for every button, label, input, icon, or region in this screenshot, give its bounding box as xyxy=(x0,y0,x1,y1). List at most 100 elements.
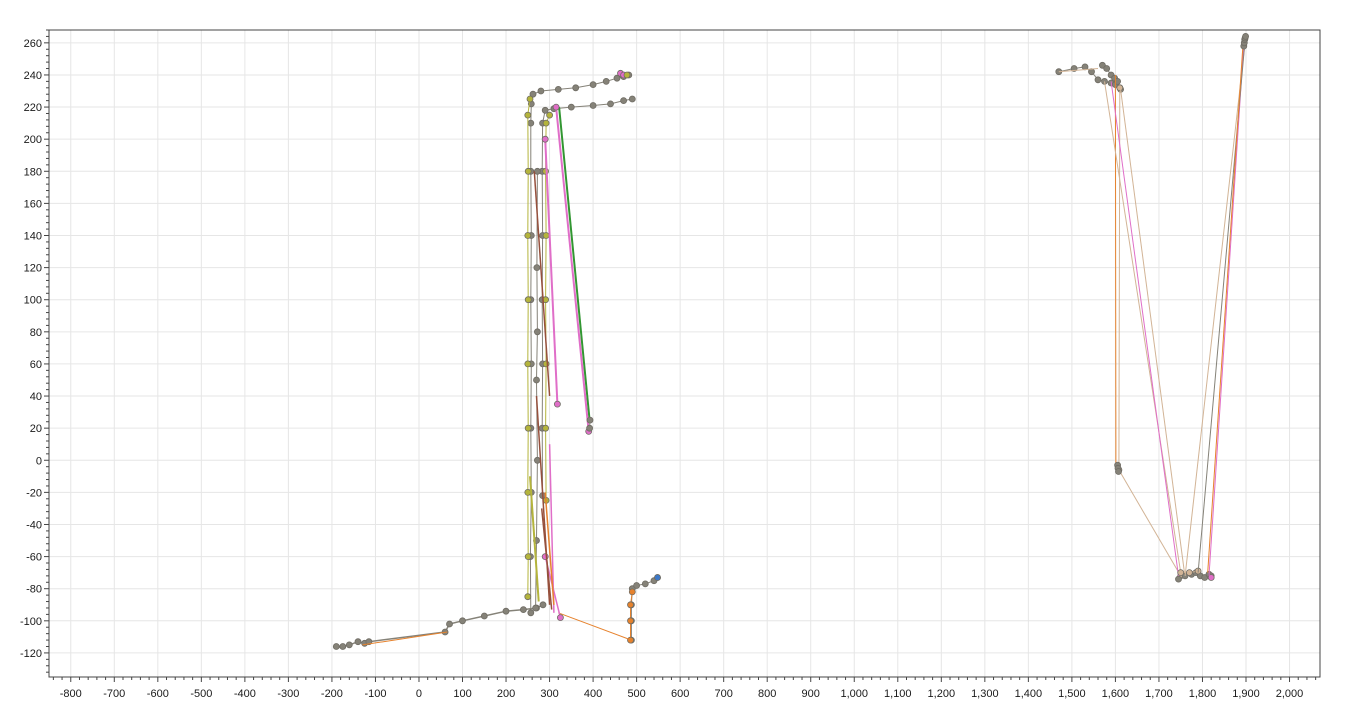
data-point xyxy=(529,90,537,98)
data-series xyxy=(1240,33,1249,50)
data-point xyxy=(557,614,564,621)
data-point xyxy=(524,593,532,601)
y-tick-label: 160 xyxy=(24,198,42,210)
y-tick-label: 60 xyxy=(30,359,42,371)
data-point xyxy=(339,643,347,650)
data-point xyxy=(534,328,541,336)
data-point xyxy=(1177,569,1185,576)
data-series xyxy=(1207,574,1215,581)
y-tick-label: 80 xyxy=(30,327,42,339)
x-tick-label: 1,900 xyxy=(1232,688,1260,700)
x-tick-label: 1,800 xyxy=(1189,688,1217,700)
x-tick-label: 1,600 xyxy=(1102,688,1130,700)
y-tick-label: 260 xyxy=(24,38,42,50)
data-point xyxy=(345,641,353,649)
x-tick-label: 100 xyxy=(453,688,471,700)
data-point xyxy=(354,638,362,646)
data-point xyxy=(541,135,549,143)
data-point xyxy=(627,617,634,625)
data-series xyxy=(540,508,553,610)
data-series xyxy=(529,476,540,602)
data-point xyxy=(1175,575,1182,583)
data-point xyxy=(628,95,636,103)
data-point xyxy=(524,360,532,368)
data-series xyxy=(1120,89,1186,578)
data-point xyxy=(480,612,488,620)
data-point xyxy=(628,588,636,596)
series-line xyxy=(527,98,531,597)
data-point xyxy=(526,95,534,103)
series-line xyxy=(555,106,590,432)
data-point xyxy=(613,74,621,82)
x-tick-label: -700 xyxy=(103,688,125,700)
series-line xyxy=(533,171,551,397)
data-point xyxy=(459,617,466,625)
data-point xyxy=(1242,33,1249,40)
data-point xyxy=(572,84,580,92)
data-point xyxy=(524,553,532,560)
data-series xyxy=(623,71,631,79)
x-tick-label: 700 xyxy=(714,688,732,700)
axes: -800 -700 -600 -500 -400 -300 -200 -100 0 100 200 3… xyxy=(20,29,1317,700)
data-point xyxy=(567,103,575,111)
series-line xyxy=(1120,89,1186,578)
data-point xyxy=(533,376,540,384)
data-point xyxy=(520,606,527,613)
data-point xyxy=(627,601,634,609)
data-point xyxy=(541,106,549,114)
y-tick-label: 0 xyxy=(36,455,42,467)
x-tick-label: -400 xyxy=(234,688,256,700)
y-tick-label: -100 xyxy=(20,616,42,628)
series-line xyxy=(544,139,559,405)
data-point xyxy=(552,103,560,111)
y-tick-label: 200 xyxy=(24,134,42,146)
data-point xyxy=(623,71,631,79)
y-tick-label: 180 xyxy=(24,166,42,178)
data-point xyxy=(539,601,547,609)
x-tick-label: 800 xyxy=(758,688,776,700)
data-point xyxy=(527,609,535,617)
data-series xyxy=(524,95,534,601)
data-point xyxy=(537,87,545,95)
data-point xyxy=(586,416,594,424)
series-line xyxy=(558,107,591,421)
data-point xyxy=(524,488,532,496)
series-line xyxy=(1184,46,1246,576)
x-tick-label: 1,400 xyxy=(1015,688,1043,700)
x-tick-label: -600 xyxy=(147,688,169,700)
data-series xyxy=(1114,74,1117,467)
series-line xyxy=(1058,68,1099,73)
series-line xyxy=(1114,74,1117,467)
data-point xyxy=(524,167,532,175)
data-point xyxy=(1116,84,1124,92)
x-tick-label: 500 xyxy=(627,688,645,700)
x-tick-label: -500 xyxy=(190,688,212,700)
x-tick-label: 200 xyxy=(497,688,515,700)
x-tick-label: -100 xyxy=(364,688,386,700)
data-point xyxy=(589,102,597,109)
data-point xyxy=(524,111,532,119)
data-series xyxy=(542,111,553,504)
y-tick-label: 40 xyxy=(30,391,42,403)
series-line xyxy=(630,591,633,641)
data-point xyxy=(546,111,553,119)
data-point xyxy=(1114,78,1121,85)
data-point xyxy=(446,620,453,628)
series-line xyxy=(540,508,553,610)
series-line xyxy=(529,476,540,602)
data-point xyxy=(654,574,661,581)
series-line xyxy=(548,444,555,613)
x-tick-label: 0 xyxy=(416,688,422,700)
data-point xyxy=(641,580,649,588)
data-point xyxy=(1186,569,1193,576)
data-point xyxy=(533,264,541,272)
x-tick-label: 1,700 xyxy=(1145,688,1173,700)
data-series xyxy=(541,135,561,408)
y-tick-label: -20 xyxy=(26,487,42,499)
series-group xyxy=(332,33,1249,650)
data-series xyxy=(544,492,555,605)
series-line xyxy=(1208,42,1245,576)
data-point xyxy=(633,582,640,589)
data-point xyxy=(532,604,539,612)
x-tick-label: -200 xyxy=(321,688,343,700)
